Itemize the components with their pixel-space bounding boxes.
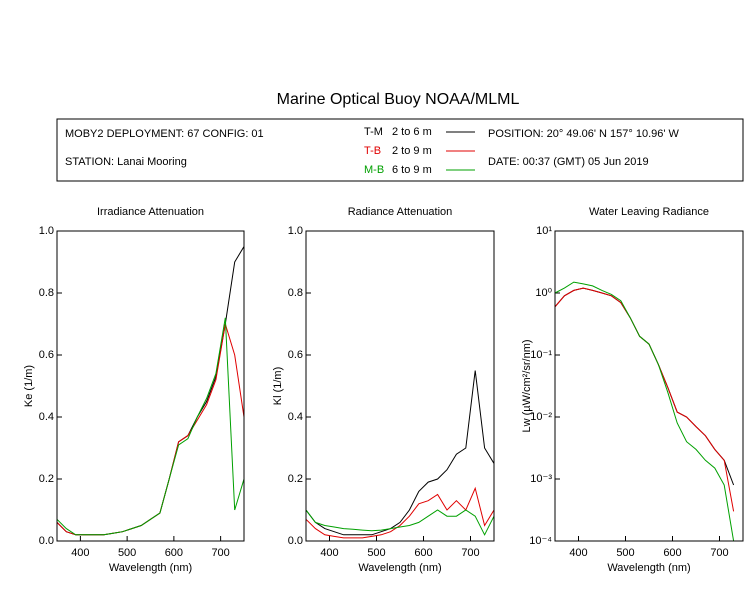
x-tick-label: 700 [710,547,728,559]
legend-depth: 2 to 6 m [392,126,432,138]
panel-title: Water Leaving Radiance [589,206,709,218]
y-tick-label: 10⁻³ [530,473,552,485]
series-line: T-B [306,486,494,539]
station: STATION: Lanai Mooring [65,156,187,168]
x-tick-label: 600 [414,547,432,559]
plot-frame [56,230,245,542]
y-tick-label: 0.4 [39,411,54,423]
x-axis-title: Wavelength (nm) [607,562,690,574]
legend-depth: 6 to 9 m [392,164,432,176]
date: DATE: 00:37 (GMT) 05 Jun 2019 [488,156,649,168]
y-tick-label: 1.0 [39,225,54,237]
y-tick-label: 1.0 [288,225,303,237]
x-tick-label: 500 [367,547,385,559]
deployment: MOBY2 DEPLOYMENT: 67 CONFIG: 01 [65,128,264,140]
x-tick-label: 400 [71,547,89,559]
y-tick-label: 10⁻¹ [530,349,552,361]
series-line: T-M [306,370,494,536]
plot-frame [305,230,495,542]
x-tick-label: 400 [320,547,338,559]
panel-title: Radiance Attenuation [348,206,453,218]
y-tick-label: 0.6 [39,349,54,361]
series-line: M-B [306,509,494,536]
y-tick-label: 10⁻² [530,411,552,423]
x-tick-label: 700 [211,547,229,559]
y-axis-title: Lw (µW/cm²/sr/nm) [521,339,533,432]
info-box [56,118,744,182]
plot-frame [554,230,744,542]
legend-depth: 2 to 9 m [392,145,432,157]
y-tick-label: 0.2 [39,473,54,485]
page-title: Marine Optical Buoy NOAA/MLML [277,91,520,108]
y-tick-label: 10¹ [536,225,552,237]
position: POSITION: 20° 49.06' N 157° 10.96' W [488,128,680,140]
x-tick-label: 600 [663,547,681,559]
y-tick-label: 0.0 [288,535,303,547]
y-tick-label: 10⁻⁴ [529,535,552,547]
legend-label: T-M [364,126,383,138]
y-tick-label: 0.2 [288,473,303,485]
x-tick-label: 500 [118,547,136,559]
y-tick-label: 0.6 [288,349,303,361]
y-tick-label: 0.8 [39,287,54,299]
x-tick-label: 400 [569,547,587,559]
x-tick-label: 700 [461,547,479,559]
y-tick-label: 0.4 [288,411,303,423]
legend-label: T-B [364,145,381,157]
y-tick-label: 0.0 [39,535,54,547]
series-line: M-B [555,281,735,541]
legend-label: M-B [364,164,384,176]
y-axis-title: Kl (1/m) [272,367,284,406]
y-tick-label: 10⁰ [535,287,552,299]
x-axis-title: Wavelength (nm) [358,562,441,574]
panel-title: Irradiance Attenuation [97,206,204,218]
series-line [57,317,244,536]
x-axis-title: Wavelength (nm) [109,562,192,574]
x-tick-label: 600 [165,547,183,559]
y-axis-title: Ke (1/m) [23,365,35,407]
y-tick-label: 0.8 [288,287,303,299]
x-tick-label: 500 [616,547,634,559]
